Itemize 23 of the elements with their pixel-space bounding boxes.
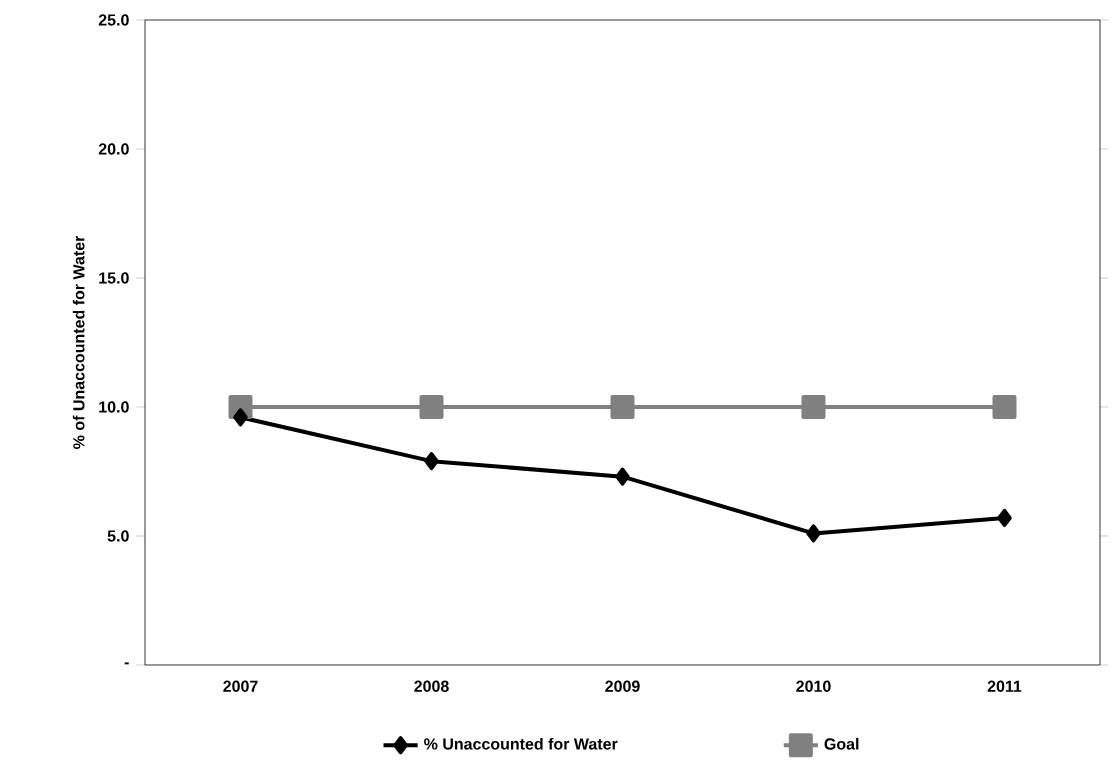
y-tick-label: 20.0 (98, 143, 129, 155)
y-tick-label: 25.0 (98, 14, 129, 26)
point (806, 524, 821, 543)
point (992, 394, 1017, 419)
x-tick-label: 2010 (796, 680, 831, 692)
y-tick-label: 5.0 (107, 530, 129, 542)
point (419, 394, 444, 419)
point (801, 394, 826, 419)
legend-label: % Unaccounted for Water (424, 737, 618, 750)
y-axis-title: % of Unaccounted for Water (72, 235, 85, 449)
point (233, 408, 248, 427)
y-tick-label: - (124, 662, 129, 665)
x-tick-label: 2011 (987, 680, 1022, 692)
y-tick-label: 10.0 (99, 401, 129, 413)
point (610, 394, 635, 419)
legend-label: Goal (824, 737, 859, 750)
x-tick-label: 2009 (605, 680, 640, 692)
point (997, 508, 1012, 527)
y-tick-label: 15.0 (99, 272, 129, 284)
point (615, 467, 630, 486)
x-tick-label: 2008 (414, 680, 449, 692)
x-tick-label: 2007 (223, 680, 258, 692)
point (424, 452, 439, 471)
